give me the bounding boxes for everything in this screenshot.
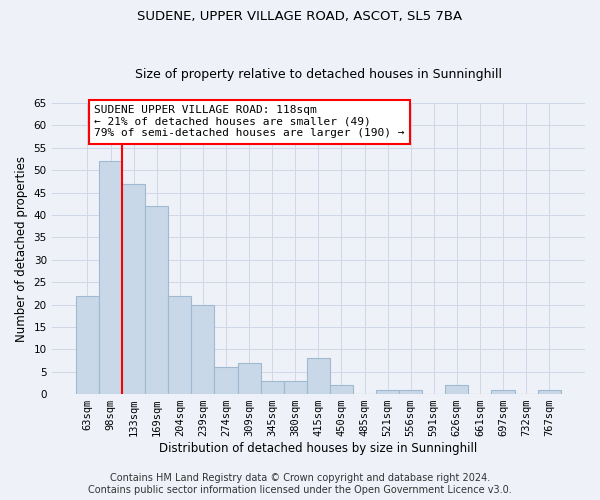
Bar	[145, 206, 168, 394]
Bar	[399, 390, 422, 394]
Bar	[168, 296, 191, 394]
Bar	[99, 161, 122, 394]
Bar	[445, 385, 469, 394]
Bar	[214, 367, 238, 394]
Title: Size of property relative to detached houses in Sunninghill: Size of property relative to detached ho…	[135, 68, 502, 81]
Bar	[76, 296, 99, 394]
Bar	[376, 390, 399, 394]
Bar	[538, 390, 561, 394]
X-axis label: Distribution of detached houses by size in Sunninghill: Distribution of detached houses by size …	[159, 442, 478, 455]
Text: Contains HM Land Registry data © Crown copyright and database right 2024.
Contai: Contains HM Land Registry data © Crown c…	[88, 474, 512, 495]
Bar	[238, 362, 260, 394]
Y-axis label: Number of detached properties: Number of detached properties	[15, 156, 28, 342]
Bar	[284, 380, 307, 394]
Bar	[260, 380, 284, 394]
Text: SUDENE, UPPER VILLAGE ROAD, ASCOT, SL5 7BA: SUDENE, UPPER VILLAGE ROAD, ASCOT, SL5 7…	[137, 10, 463, 23]
Bar	[191, 304, 214, 394]
Bar	[491, 390, 515, 394]
Bar	[330, 385, 353, 394]
Bar	[122, 184, 145, 394]
Text: SUDENE UPPER VILLAGE ROAD: 118sqm
← 21% of detached houses are smaller (49)
79% : SUDENE UPPER VILLAGE ROAD: 118sqm ← 21% …	[94, 105, 405, 138]
Bar	[307, 358, 330, 394]
